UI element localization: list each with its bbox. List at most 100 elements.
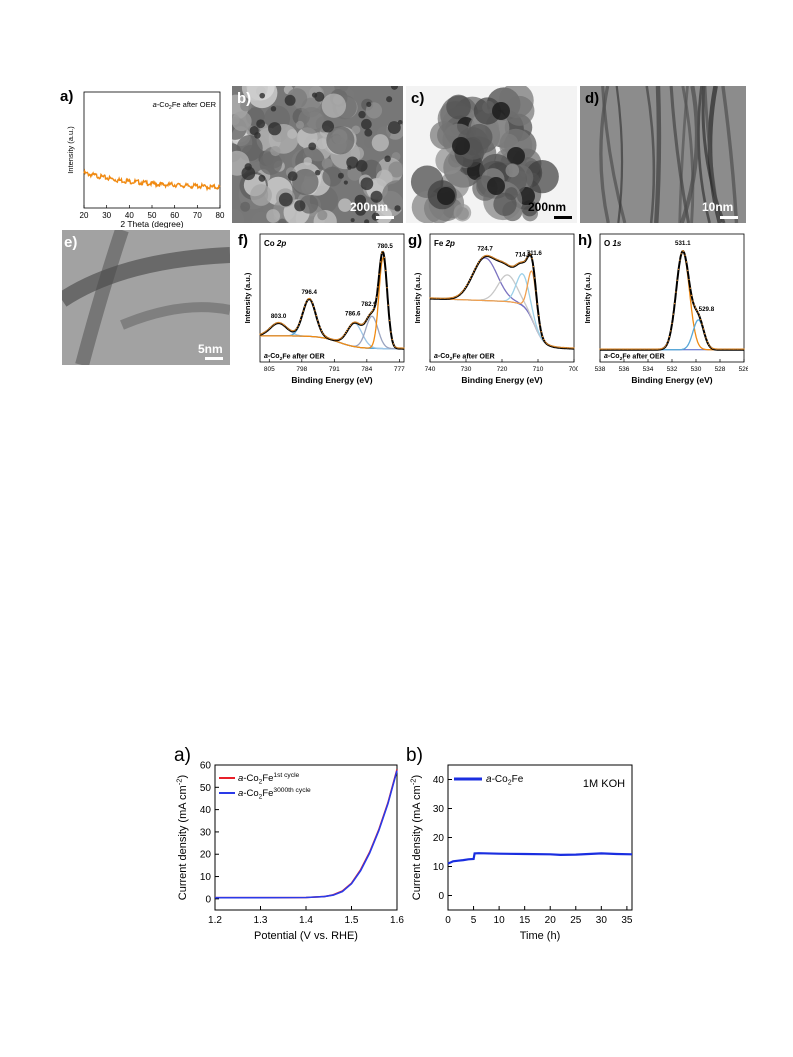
panel-label: a) [60, 88, 74, 105]
xps-data-point [261, 332, 264, 334]
x-tick-label: 791 [329, 366, 340, 373]
xps-data-point [739, 348, 741, 350]
xps-data-point [609, 348, 612, 350]
lsv-curve [215, 770, 398, 899]
sem-pore [366, 101, 372, 107]
xps-data-point [343, 334, 345, 337]
xps-component [260, 256, 404, 350]
sem-pore [358, 110, 366, 119]
scale-bar-label: 5nm [198, 342, 223, 356]
xrd-chart: 20 30 40 50 60 70 80 2 Theta (degree) Intensity … [66, 91, 225, 228]
xps-data-point [315, 314, 317, 317]
sem-grain [382, 180, 403, 211]
text-part: Fe after OER [172, 100, 217, 109]
x-tick-label: 50 [148, 211, 157, 220]
lattice-band [120, 302, 230, 330]
text-part: 2 [169, 105, 172, 111]
xps-data-point [501, 260, 503, 263]
xps-data-point [494, 258, 497, 260]
text-part: Co [246, 788, 258, 799]
xps-data-point [435, 297, 438, 299]
stability-chart: 0 5 10 15 20 25 30 35 0 10 20 30 40 Time (h) Current d… [409, 764, 633, 942]
panel-label: g) [408, 232, 423, 249]
xps-data-point [326, 336, 328, 338]
xps-data-point [375, 296, 378, 298]
xps-data-point [316, 319, 319, 321]
xps-data-point [605, 348, 608, 350]
xps-data-point [738, 348, 740, 350]
xps-data-point [557, 346, 559, 348]
xps-data-point [354, 321, 357, 323]
sem-grain [295, 120, 304, 129]
xps-data-point [676, 279, 678, 281]
sem-grain [303, 157, 312, 166]
nanosheet-edge [701, 86, 726, 223]
xps-data-point [369, 313, 371, 315]
xps-data-point [637, 348, 639, 350]
xps-data-point [450, 297, 452, 299]
xps-data-point [731, 348, 733, 350]
xps-data-point [514, 264, 516, 266]
xps-data-point [488, 255, 490, 257]
text-part: Fe after OER [282, 353, 324, 360]
xps-data-point [383, 256, 386, 259]
panel-label: h) [578, 232, 593, 249]
text-part: O [604, 239, 612, 248]
xps-data-point [468, 280, 470, 282]
panel-2a-lsv: a) 1.2 1.3 1.4 1.5 1.6 0 10 20 30 40 50 60 Potential… [172, 745, 407, 960]
text-part: ) [411, 775, 423, 779]
xps-data-point [469, 277, 472, 279]
sem-pore [308, 142, 317, 151]
text-part: Fe [512, 774, 524, 785]
xps-data-point [666, 343, 668, 345]
peak-label: 786.6 [345, 311, 361, 318]
xps-data-point [573, 347, 575, 349]
sem-pore [270, 106, 277, 112]
xps-data-point [314, 310, 316, 312]
x-tick-label: 10 [494, 915, 506, 926]
xps-data-point [710, 346, 712, 349]
xps-data-point [519, 261, 521, 263]
text-part: a- [486, 774, 496, 785]
xps-data-point [723, 348, 726, 350]
xps-data-point [743, 348, 745, 350]
xps-data-point [395, 346, 397, 348]
xps-data-point [513, 265, 515, 267]
electrolyte-label: 1M KOH [583, 778, 625, 790]
sem-grain [321, 93, 347, 118]
xps-data-point [377, 286, 379, 288]
sem-grain [298, 107, 325, 134]
xps-data-point [373, 307, 375, 310]
xps-component [260, 315, 404, 350]
xps-data-point [736, 348, 739, 350]
sem-grain [371, 134, 389, 152]
xps-data-point [284, 324, 286, 327]
xps-data-point [692, 300, 694, 302]
panel-2b-stability: b) 0 5 10 15 20 25 30 35 0 10 20 30 40 Time (h) Curren… [404, 745, 642, 960]
xps-data-point [548, 344, 550, 346]
xps-data-point [277, 321, 279, 324]
lsv-chart: 1.2 1.3 1.4 1.5 1.6 0 10 20 30 40 50 60 Potential (V… [175, 761, 405, 943]
xps-data-point [381, 252, 383, 254]
x-tick-label: 710 [533, 366, 544, 373]
sem-pore [387, 121, 401, 135]
x-tick-label: 1.4 [299, 915, 313, 926]
peak-label: 724.7 [477, 245, 493, 252]
xps-data-point [336, 338, 338, 341]
text-part: a- [434, 353, 441, 360]
xps-co2p-chart: 805 798 791 784 777 Binding Energy (eV) Intens… [243, 233, 405, 385]
xps-data-point [673, 302, 676, 305]
sem-pore [343, 180, 348, 185]
xps-data-point [717, 348, 719, 350]
xps-data-point [265, 330, 268, 332]
sem-pore [256, 119, 266, 129]
xps-data-point [607, 348, 609, 350]
sem-pore [355, 159, 368, 172]
text-part: Current density (mA cm [411, 785, 423, 900]
sem-pore [241, 166, 256, 181]
text-part: Co [159, 100, 169, 109]
text-part: Fe [434, 239, 446, 248]
xps-data-point [711, 347, 714, 349]
xps-data-point [561, 346, 563, 349]
xps-data-point [497, 259, 499, 261]
